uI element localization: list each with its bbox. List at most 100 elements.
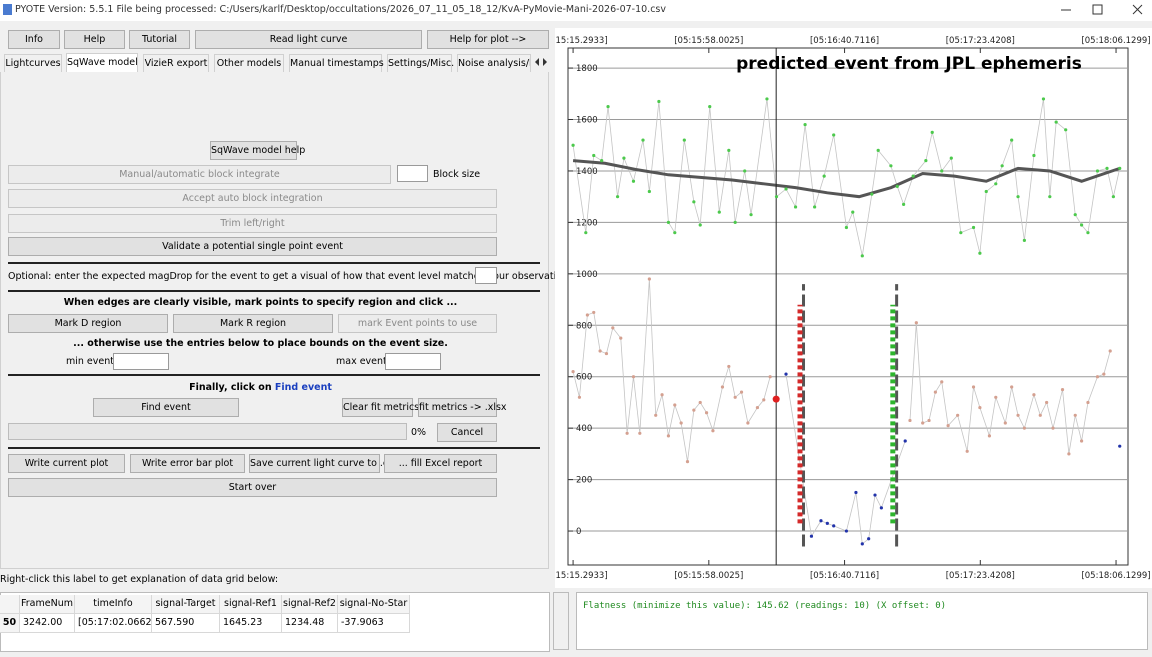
- button[interactable]: fit metrics -> .xlsx: [418, 398, 507, 417]
- button[interactable]: ... fill Excel report: [384, 454, 497, 473]
- data-point: [606, 105, 610, 109]
- data-point: [1038, 413, 1042, 417]
- row-header: 50: [0, 614, 20, 633]
- button[interactable]: Write error bar plot: [130, 454, 245, 473]
- data-point: [746, 421, 750, 425]
- data-point: [956, 413, 960, 417]
- button[interactable]: Tutorial: [129, 30, 190, 49]
- data-point: [978, 251, 982, 255]
- data-point: [911, 174, 915, 178]
- data-point: [1054, 120, 1058, 124]
- data-point: [631, 375, 636, 379]
- tab[interactable]: Noise analysis/l: [457, 54, 531, 72]
- data-point: [727, 148, 731, 152]
- data-point: [959, 231, 963, 235]
- input[interactable]: [113, 353, 169, 370]
- button[interactable]: Accept auto block integration: [8, 189, 497, 208]
- input[interactable]: [475, 267, 497, 284]
- button[interactable]: Start over: [8, 478, 497, 497]
- table-cell: 1234.48: [282, 614, 338, 633]
- tab[interactable]: Other models: [214, 54, 284, 72]
- data-point: [692, 408, 696, 412]
- button[interactable]: Find event: [93, 398, 239, 417]
- tab[interactable]: Lightcurves: [4, 54, 62, 72]
- chart: 020040060080010001200140016001800[05:15:…: [555, 28, 1152, 588]
- data-point: [598, 349, 602, 353]
- plot-area: [567, 47, 1129, 566]
- data-point: [733, 395, 737, 399]
- label: max event:: [336, 356, 390, 367]
- y-tick-label: 400: [576, 424, 592, 434]
- data-point: [615, 195, 620, 199]
- button[interactable]: Mark R region: [173, 314, 333, 333]
- button[interactable]: Trim left/right: [8, 214, 497, 233]
- data-point: [638, 431, 642, 435]
- button[interactable]: mark Event points to use: [338, 314, 497, 333]
- data-point: [1067, 452, 1071, 456]
- data-point: [768, 375, 772, 379]
- data-point: [876, 148, 880, 152]
- data-point: [584, 231, 588, 235]
- button[interactable]: SqWave model help: [210, 141, 305, 160]
- button[interactable]: Info: [8, 30, 60, 49]
- data-point: [673, 403, 677, 407]
- data-point: [666, 220, 671, 224]
- data-point: [666, 434, 671, 438]
- data-point: [685, 460, 690, 464]
- tab[interactable]: Settings/Misc.: [387, 54, 454, 72]
- data-point: [657, 99, 661, 104]
- scrollbar[interactable]: [553, 592, 569, 650]
- button[interactable]: Write current plot: [8, 454, 125, 473]
- data-point: [682, 138, 686, 142]
- data-point: [711, 429, 715, 433]
- data-point: [902, 202, 906, 206]
- tab[interactable]: Manual timestamps: [289, 54, 384, 72]
- data-point: [1118, 166, 1122, 170]
- button[interactable]: Save current light curve to .csv: [249, 454, 399, 473]
- tab[interactable]: VizieR export: [143, 54, 209, 72]
- separator: [8, 290, 540, 292]
- button[interactable]: Help for plot -->: [427, 30, 549, 49]
- button[interactable]: Manual/automatic block integrate: [8, 165, 391, 184]
- data-point: [978, 405, 982, 410]
- separator: [8, 447, 540, 449]
- data-point: [930, 130, 934, 134]
- annotation: predicted event from JPL ephemeris: [736, 54, 1082, 74]
- input[interactable]: [397, 165, 428, 182]
- data-point: [809, 534, 814, 538]
- button[interactable]: Validate a potential single point event: [8, 237, 497, 256]
- data-point: [774, 195, 779, 199]
- button[interactable]: Mark D region: [8, 314, 168, 333]
- x-tick-label: [05:16:40.7116]: [810, 571, 879, 581]
- data-point: [889, 164, 893, 168]
- data-point: [720, 385, 725, 389]
- button[interactable]: Clear fit metrics: [342, 398, 419, 417]
- data-point: [946, 423, 950, 428]
- data-point: [739, 390, 744, 394]
- data-point: [571, 143, 575, 147]
- x-tick-label: [05:15:58.0025]: [674, 36, 743, 46]
- label: min event:: [66, 356, 118, 367]
- button[interactable]: Cancel: [437, 423, 497, 442]
- window-controls[interactable]: [1055, 2, 1150, 18]
- data-point: [1003, 421, 1007, 425]
- data-point: [940, 380, 944, 384]
- data-point: [1000, 164, 1004, 168]
- data-point: [1086, 400, 1090, 405]
- data-point: [844, 225, 849, 230]
- data-point: [749, 213, 753, 217]
- data-point: [727, 364, 731, 369]
- input[interactable]: [385, 353, 441, 370]
- data-point: [708, 105, 712, 109]
- y-tick-label: 600: [576, 373, 592, 383]
- data-point: [611, 326, 615, 330]
- button[interactable]: Read light curve: [195, 30, 422, 49]
- column-header: timeInfo: [75, 595, 152, 614]
- button[interactable]: Help: [64, 30, 125, 49]
- grid-hint[interactable]: Right-click this label to get explanatio…: [0, 574, 279, 585]
- tab-scroll[interactable]: [533, 54, 549, 70]
- label: Finally, click on Find event: [8, 382, 513, 393]
- output-box: [576, 592, 1148, 650]
- y-tick-label: 1400: [576, 167, 598, 177]
- tab-active[interactable]: SqWave model: [66, 53, 138, 72]
